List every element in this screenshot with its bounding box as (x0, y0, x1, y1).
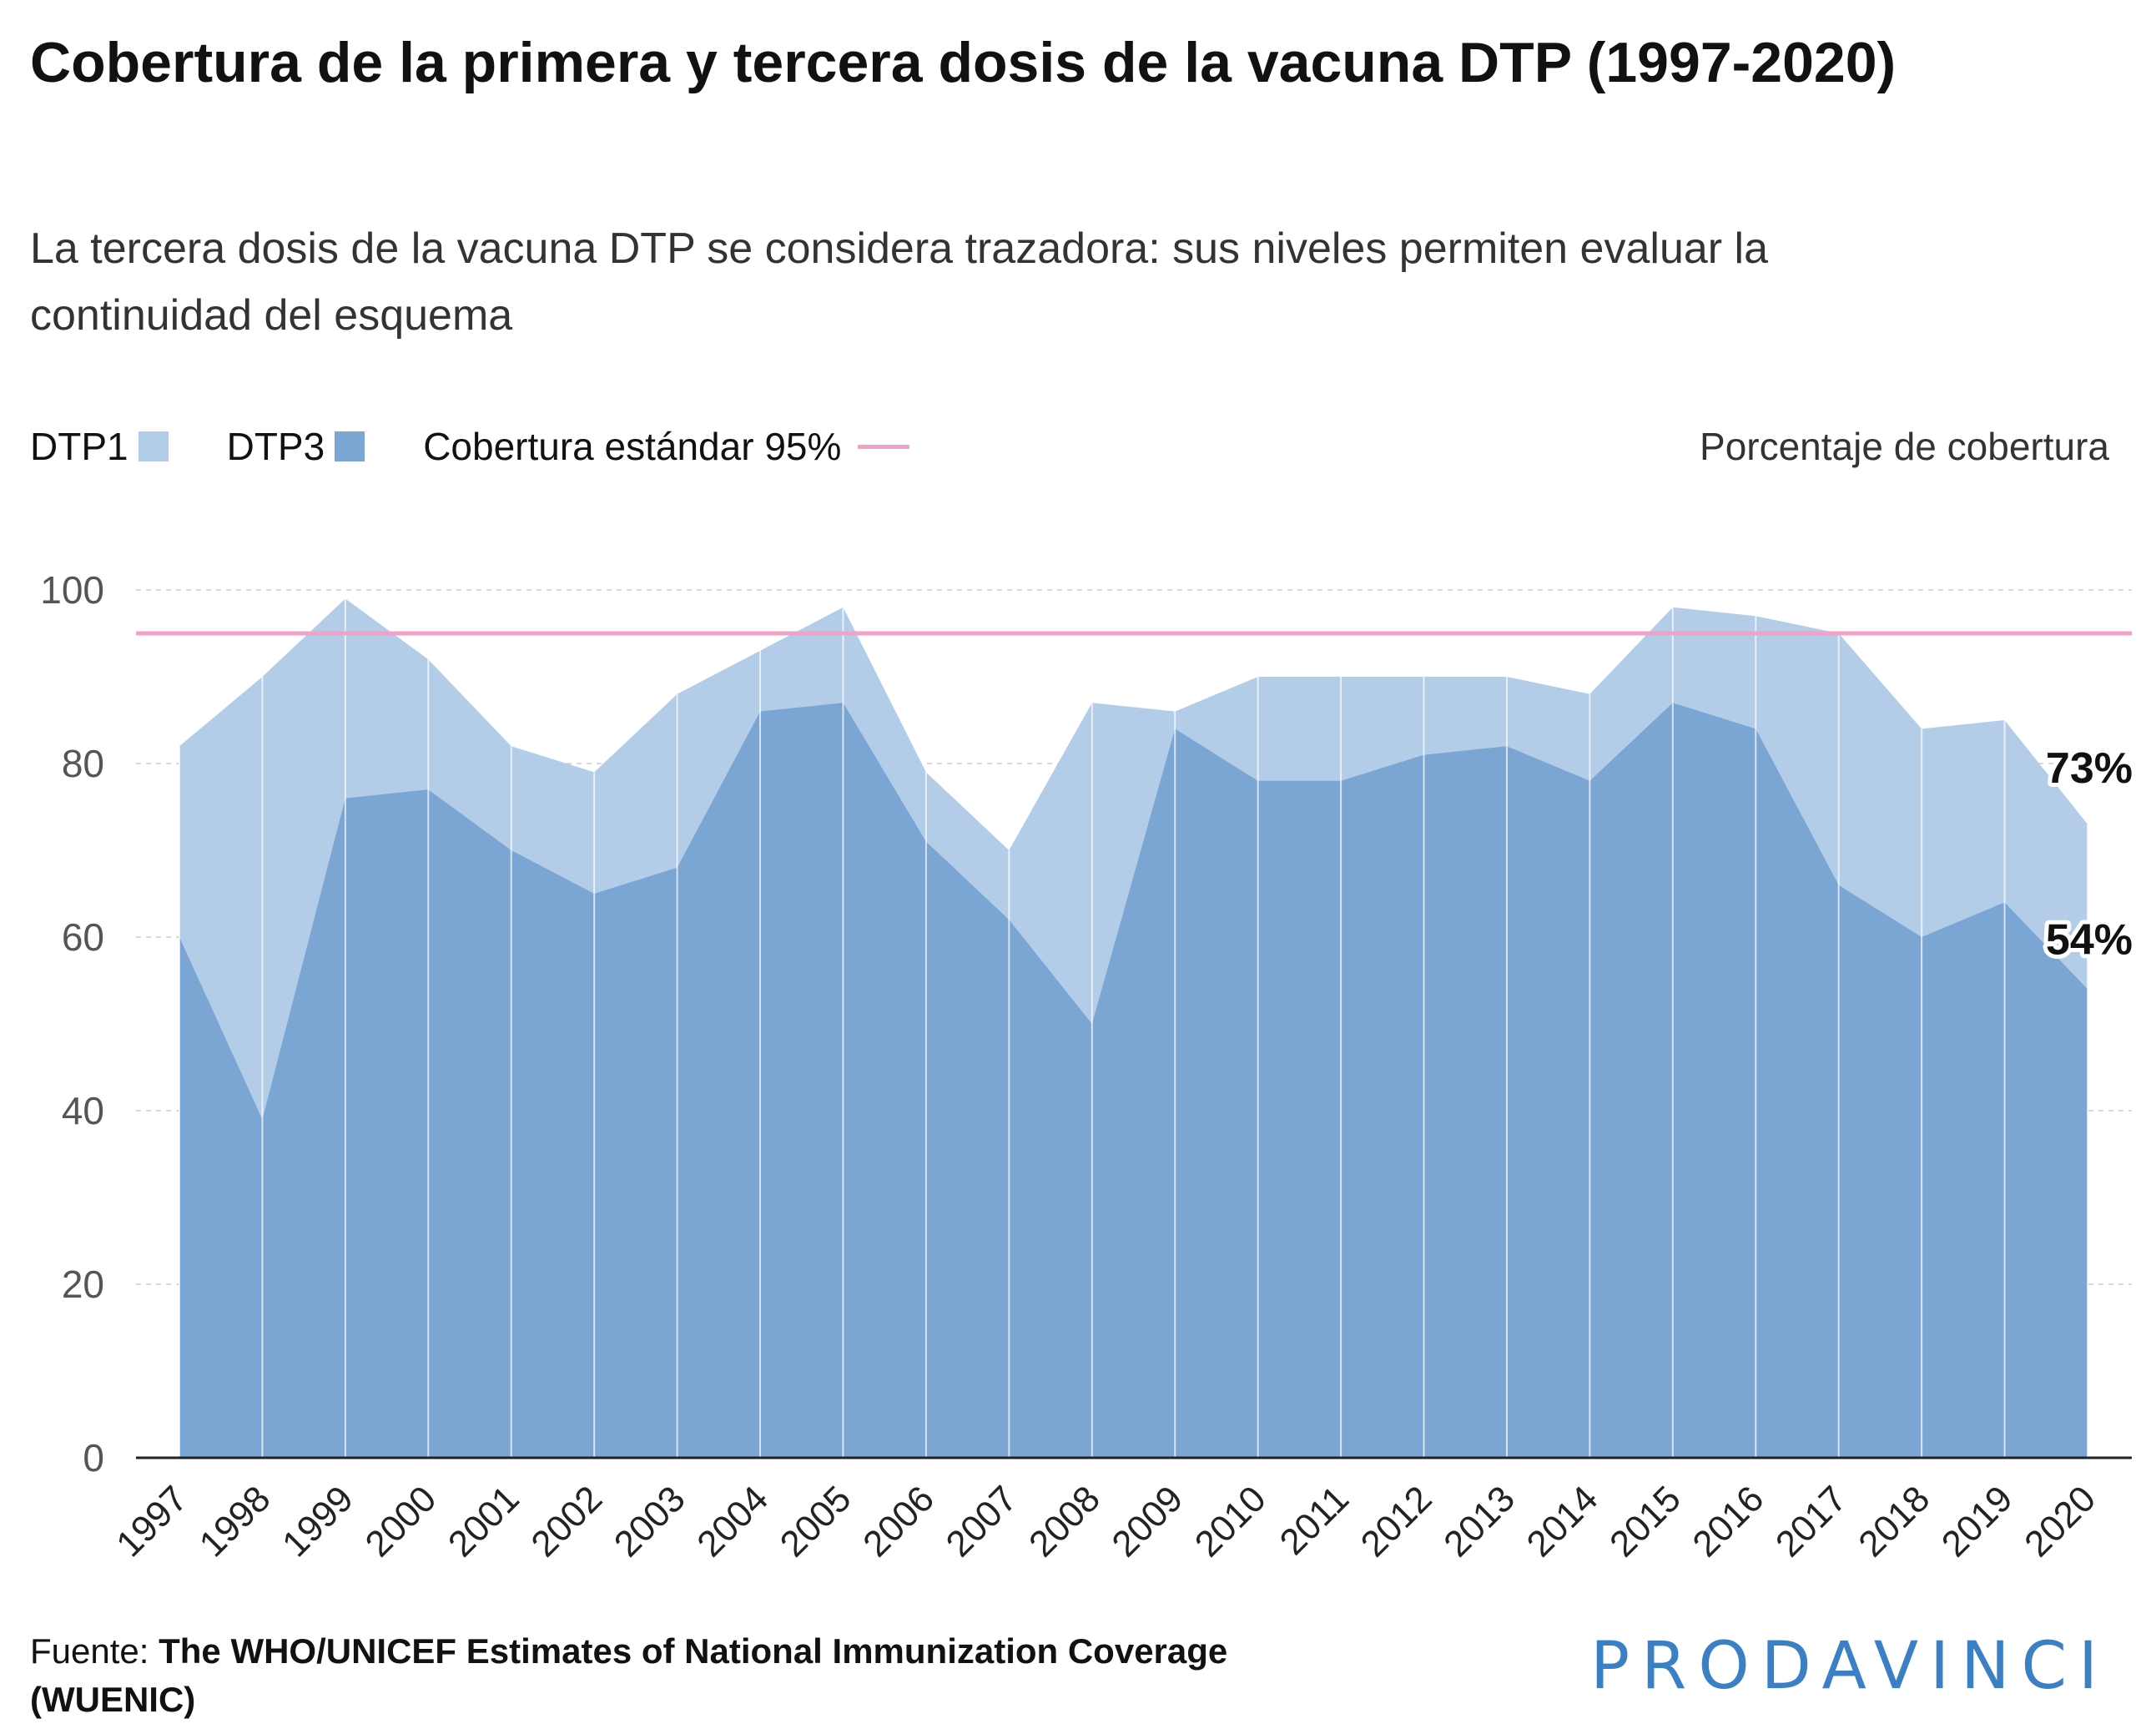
area-chart: 0 20 40 60 80 100 1997199819992000200120022003… (40, 568, 2137, 1565)
x-tick-label: 2020 (2017, 1478, 2103, 1565)
x-tick-label: 2005 (773, 1478, 859, 1565)
source-note: Fuente: The WHO/UNICEF Estimates of Nati… (30, 1627, 1282, 1724)
y-tick-label: 100 (40, 568, 104, 612)
legend-item-dtp3: DTP3 (227, 424, 365, 469)
x-tick-label: 2007 (939, 1478, 1025, 1565)
end-value-label: 73% (2046, 744, 2133, 793)
legend-label-dtp3: DTP3 (226, 425, 325, 468)
legend-item-dtp1: DTP1 (30, 424, 169, 469)
y-tick-label: 40 (62, 1089, 104, 1132)
x-tick-label: 2019 (1934, 1478, 2021, 1565)
end-value-label: 54% (2046, 915, 2133, 964)
x-tick-label: 2001 (441, 1478, 527, 1565)
legend-item-standard: Cobertura estándar 95% (423, 424, 910, 469)
x-tick-label: 2018 (1851, 1478, 1937, 1565)
x-tick-label: 1997 (108, 1478, 195, 1565)
x-tick-label: 2011 (1272, 1478, 1358, 1563)
x-tick-label: 2008 (1021, 1478, 1108, 1565)
x-tick-label: 2009 (1104, 1478, 1191, 1565)
x-tick-label: 2010 (1187, 1478, 1274, 1565)
legend-label-standard: Cobertura estándar 95% (423, 425, 842, 468)
chart-subtitle: La tercera dosis de la vacuna DTP se con… (30, 224, 1769, 340)
legend-swatch-standard (858, 444, 910, 449)
x-tick-label: 2015 (1602, 1478, 1689, 1565)
x-tick-label: 2016 (1685, 1478, 1771, 1565)
chart-title: Cobertura de la primera y tercera dosis … (30, 31, 1897, 94)
legend: DTP1 DTP3 Cobertura estándar 95% (30, 417, 968, 476)
x-tick-label: 2002 (523, 1478, 610, 1565)
x-tick-label: 2003 (607, 1478, 693, 1565)
legend-swatch-dtp3 (335, 431, 365, 461)
x-tick-label: 2013 (1436, 1478, 1523, 1565)
source-name: The WHO/UNICEF Estimates of National Imm… (30, 1631, 1228, 1719)
legend-label-dtp1: DTP1 (30, 425, 128, 468)
x-tick-label: 2000 (358, 1478, 445, 1565)
x-tick-label: 1998 (192, 1478, 279, 1565)
x-tick-label: 2004 (689, 1478, 776, 1565)
x-tick-label: 2014 (1519, 1478, 1606, 1565)
y-tick-label: 60 (62, 915, 104, 959)
x-tick-label: 1999 (275, 1478, 361, 1565)
unit-label: Porcentaje de cobertura (1700, 425, 2109, 468)
x-tick-label: 2017 (1768, 1478, 1855, 1565)
x-tick-label: 2012 (1353, 1478, 1440, 1565)
dtp3-area (179, 703, 2088, 1458)
y-tick-label: 20 (62, 1263, 104, 1306)
y-tick-label: 80 (62, 742, 104, 785)
legend-swatch-dtp1 (138, 431, 169, 461)
prodavinci-logo: PRODAVINCI (1590, 1629, 2109, 1704)
y-tick-label: 0 (83, 1436, 104, 1479)
x-tick-label: 2006 (855, 1478, 942, 1565)
source-label: Fuente: (30, 1631, 159, 1671)
